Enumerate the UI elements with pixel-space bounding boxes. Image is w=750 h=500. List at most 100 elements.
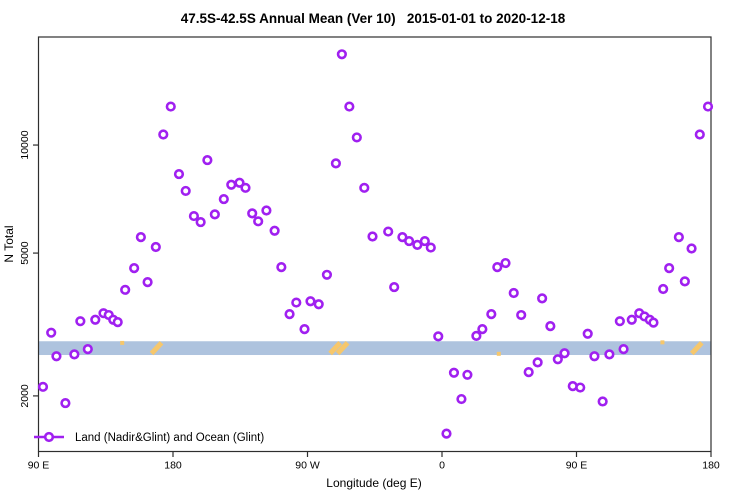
data-point (471, 330, 482, 341)
data-point (82, 344, 93, 355)
data-point (313, 299, 324, 310)
data-point (702, 101, 714, 112)
band-dot-mark (496, 351, 501, 356)
data-point (412, 239, 423, 250)
data-point (441, 428, 452, 439)
x-tick-label: 90 E (28, 460, 50, 472)
band-dot-mark (120, 340, 125, 345)
data-point (433, 331, 444, 342)
data-point (261, 205, 272, 216)
data-point (351, 132, 362, 143)
data-point (559, 348, 570, 359)
data-point (604, 349, 615, 360)
data-point (129, 263, 140, 274)
data-point (589, 351, 600, 362)
plot-box (37, 36, 712, 453)
data-point (330, 158, 341, 169)
data-point (419, 235, 430, 247)
legend-circle-marker (43, 431, 55, 443)
band-slash-mark (335, 341, 350, 356)
data-point (60, 397, 71, 409)
data-point (359, 182, 370, 193)
data-point (679, 276, 690, 287)
data-point (462, 369, 473, 380)
data-point (209, 209, 220, 220)
data-point (180, 185, 191, 197)
x-tick-label: 180 (702, 460, 720, 472)
data-point (367, 231, 378, 242)
data-point (46, 327, 57, 338)
data-point (618, 344, 629, 355)
data-point (456, 393, 467, 405)
data-point (425, 242, 436, 253)
data-point (686, 243, 697, 254)
reference-band-layer (38, 340, 711, 356)
data-point (135, 231, 146, 243)
data-point (165, 101, 176, 112)
data-point (575, 382, 586, 393)
data-point (291, 297, 302, 308)
data-point (234, 177, 245, 188)
chart-title: 47.5S-42.5S Annual Mean (Ver 10) 2015-01… (181, 11, 566, 26)
y-tick-label: 2000 (19, 384, 31, 408)
data-point (626, 314, 637, 325)
data-point (664, 263, 675, 274)
data-point (218, 193, 229, 205)
data-point (486, 309, 497, 320)
data-point (694, 129, 705, 140)
band-slash-mark (149, 341, 164, 356)
y-tick-label: 5000 (19, 241, 31, 265)
data-point (173, 168, 185, 180)
data-point (336, 49, 347, 60)
band-slash-mark (689, 341, 704, 356)
data-point (389, 281, 400, 293)
x-tick-label: 90 E (566, 460, 588, 472)
reference-band (38, 341, 711, 356)
band-slash-mark (328, 341, 342, 356)
data-point (69, 349, 80, 360)
x-tick-label: 90 W (295, 460, 320, 472)
data-point (658, 283, 669, 295)
data-point (75, 316, 86, 327)
data-point (492, 261, 503, 273)
data-point (537, 293, 548, 304)
data-point (240, 182, 251, 193)
legend-label: Land (Nadir&Glint) and Ocean (Glint) (75, 432, 264, 444)
data-point (597, 396, 608, 407)
data-point (269, 225, 280, 236)
data-point (276, 261, 287, 273)
data-point (532, 357, 543, 368)
data-point (516, 309, 527, 321)
data-point (195, 216, 206, 228)
legend: Land (Nadir&Glint) and Ocean (Glint) (34, 431, 264, 444)
data-point (142, 277, 153, 288)
data-point (500, 257, 511, 269)
data-point (344, 101, 355, 112)
data-point (202, 154, 213, 166)
x-tick-label: 180 (164, 460, 182, 472)
data-point (37, 381, 49, 392)
data-point (247, 208, 258, 219)
axes-layer: 90 E 180 90 W 0 90 E 180 2000 5000 10000 (19, 36, 720, 472)
data-point (582, 328, 593, 339)
y-axis-label: N Total (2, 225, 16, 262)
band-dot-mark (660, 340, 665, 345)
data-point (284, 309, 295, 320)
data-point (477, 324, 488, 335)
data-point (404, 235, 415, 247)
data-point (648, 317, 659, 328)
x-axis-label: Longitude (deg E) (326, 476, 421, 490)
data-point (253, 216, 264, 227)
x-tick-label: 0 (439, 460, 445, 472)
data-point (523, 367, 534, 378)
data-point (226, 179, 237, 190)
data-point (188, 210, 200, 222)
data-point (51, 351, 62, 362)
data-point (299, 324, 310, 335)
data-point (321, 269, 333, 280)
data-point (383, 226, 394, 237)
data-point (120, 284, 131, 295)
data-point (673, 231, 684, 243)
